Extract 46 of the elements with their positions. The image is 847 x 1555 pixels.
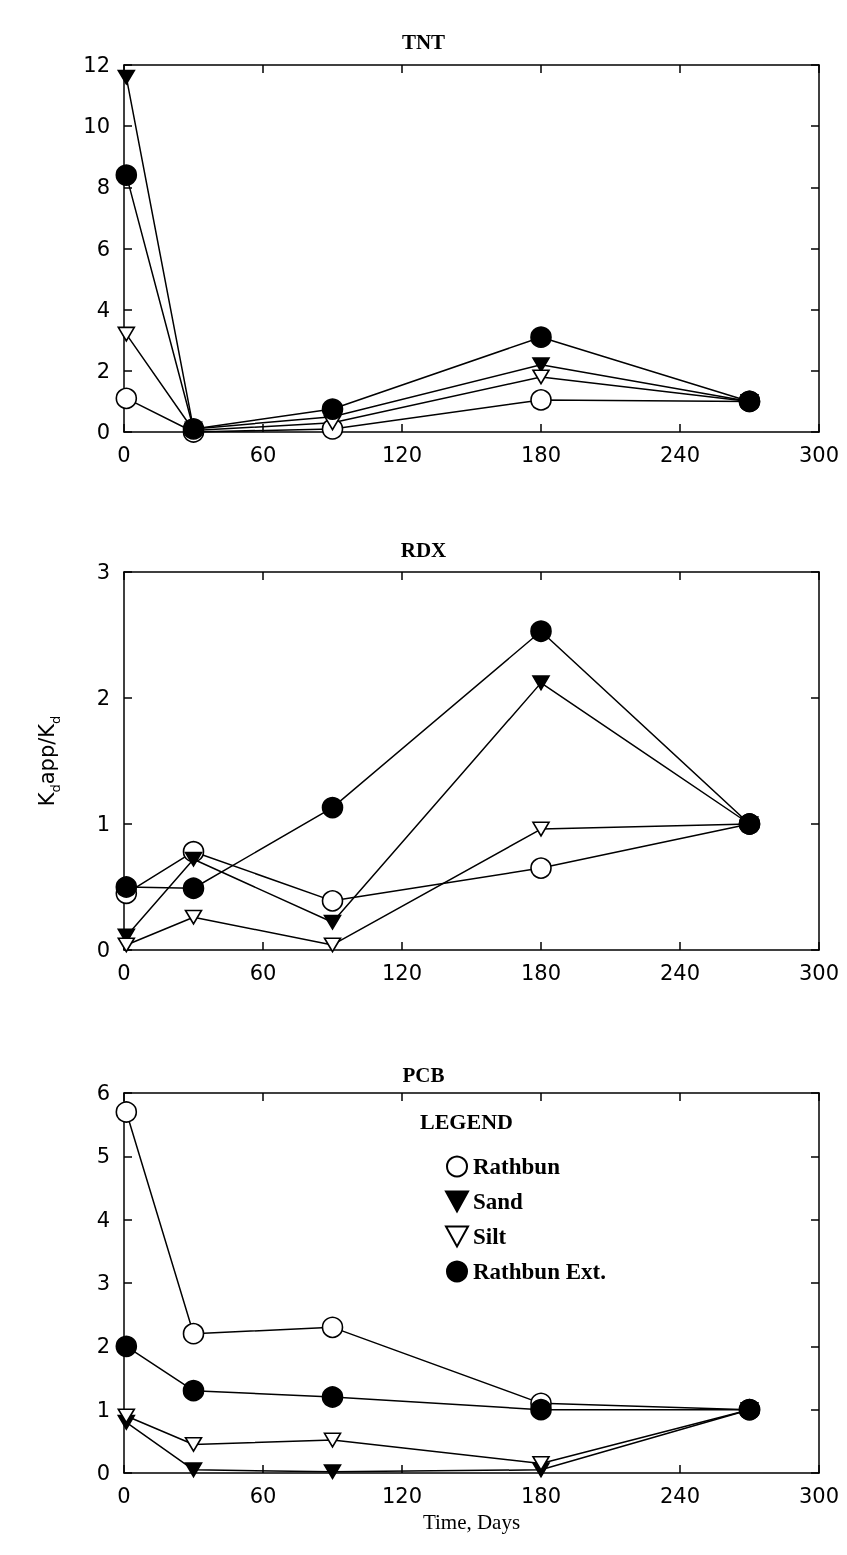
y-tick-label: 3 (96, 1271, 110, 1295)
x-tick-label: 60 (249, 1483, 277, 1508)
legend-label: Silt (473, 1224, 507, 1249)
y-tick-label: 2 (96, 358, 110, 383)
y-tick-label: 2 (96, 1334, 110, 1359)
x-tick-label: 300 (798, 1483, 840, 1508)
x-tick-label: 300 (798, 442, 840, 467)
x-tick-label: 120 (381, 960, 423, 985)
y-axis-title: Kdapp/Kd (35, 715, 63, 807)
y-tick-label: 12 (83, 53, 110, 77)
x-tick-label: 240 (659, 960, 701, 985)
legend-label: Sand (473, 1189, 524, 1214)
y-tick-label: 0 (96, 420, 110, 444)
y-tick-label: 0 (96, 938, 110, 962)
y-tick-label: 10 (83, 114, 110, 139)
x-tick-label: 180 (520, 442, 562, 467)
x-tick-label: 120 (381, 442, 423, 467)
chart-title: RDX (400, 537, 447, 562)
legend-label: Rathbun (473, 1154, 561, 1179)
legend-label: Rathbun Ext. (473, 1259, 606, 1284)
y-tick-label: 4 (96, 297, 110, 322)
y-tick-label: 6 (96, 236, 110, 261)
x-tick-label: 180 (520, 1483, 562, 1508)
x-tick-label: 0 (117, 960, 131, 985)
y-tick-label: 2 (96, 686, 110, 710)
x-tick-label: 0 (117, 1483, 131, 1508)
x-tick-label: 240 (659, 1483, 701, 1508)
x-tick-label: 120 (381, 1483, 423, 1508)
x-tick-label: 180 (520, 960, 562, 985)
y-tick-label: 6 (96, 1081, 110, 1105)
x-tick-label: 0 (117, 442, 131, 467)
x-axis-title: Time, Days (422, 1509, 521, 1534)
y-tick-label: 3 (96, 560, 110, 584)
x-tick-label: 300 (798, 960, 840, 985)
legend-title: LEGEND (420, 1108, 513, 1134)
y-tick-label: 0 (96, 1461, 110, 1485)
x-tick-label: 60 (249, 442, 277, 467)
x-tick-label: 240 (659, 442, 701, 467)
y-tick-label: 1 (96, 1397, 110, 1422)
y-tick-label: 4 (96, 1207, 110, 1232)
chart-title: TNT (401, 29, 446, 54)
y-tick-label: 5 (96, 1144, 110, 1169)
chart-title: PCB (402, 1062, 445, 1087)
y-tick-label: 8 (96, 175, 110, 200)
x-tick-label: 60 (249, 960, 277, 985)
y-tick-label: 1 (96, 812, 110, 836)
